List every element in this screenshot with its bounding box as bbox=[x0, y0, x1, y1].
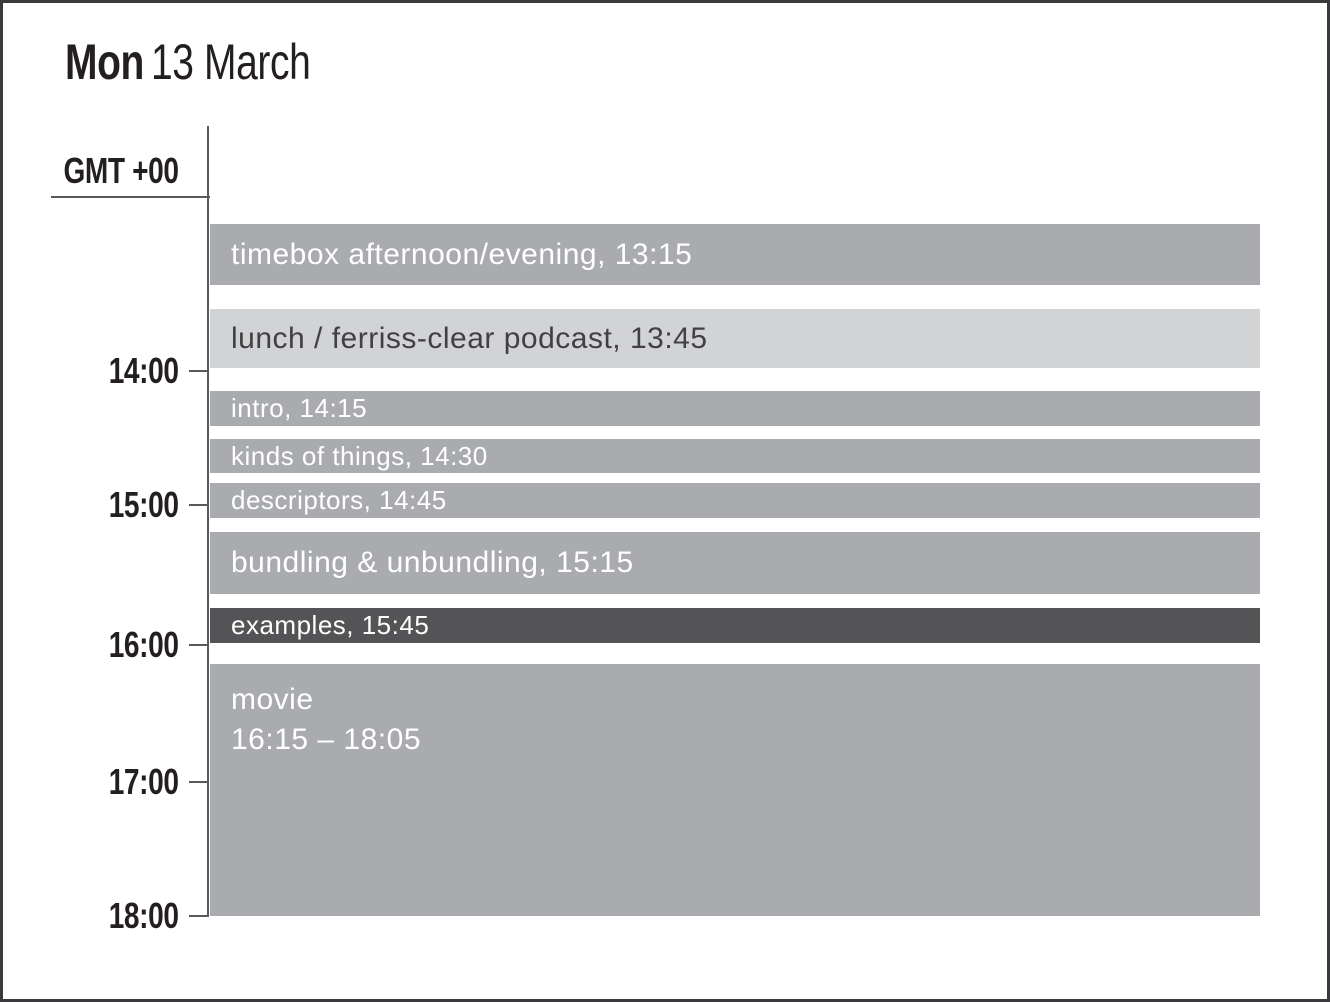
event-time-range: 16:15 – 18:05 bbox=[231, 723, 422, 756]
event-label: kinds of things, 14:30 bbox=[231, 440, 488, 471]
event-timebox-afternoon-evening[interactable]: timebox afternoon/evening, 13:15 bbox=[210, 224, 1260, 285]
event-label: descriptors, 14:45 bbox=[231, 485, 447, 515]
hour-label-16: 16:00 bbox=[109, 624, 179, 665]
event-title: movie bbox=[231, 683, 314, 716]
hour-label-18: 18:00 bbox=[109, 895, 179, 936]
hour-tick-18 bbox=[189, 915, 209, 917]
hour-tick-14 bbox=[189, 370, 209, 372]
hour-label-17: 17:00 bbox=[109, 761, 179, 802]
hour-label-14: 14:00 bbox=[109, 350, 179, 391]
title-day: Mon bbox=[65, 34, 144, 90]
event-bundling-unbundling[interactable]: bundling & unbundling, 15:15 bbox=[210, 532, 1260, 594]
event-label: lunch / ferriss-clear podcast, 13:45 bbox=[231, 321, 708, 355]
event-lunch-podcast[interactable]: lunch / ferriss-clear podcast, 13:45 bbox=[210, 309, 1260, 368]
page-title: Mon 13 March bbox=[65, 31, 380, 93]
event-kinds-of-things[interactable]: kinds of things, 14:30 bbox=[210, 439, 1260, 473]
hour-label-15: 15:00 bbox=[109, 484, 179, 525]
event-intro[interactable]: intro, 14:15 bbox=[210, 391, 1260, 426]
time-axis-line bbox=[207, 126, 209, 917]
event-examples[interactable]: examples, 15:45 bbox=[210, 608, 1260, 643]
event-label: examples, 15:45 bbox=[231, 610, 430, 640]
event-movie[interactable]: movie 16:15 – 18:05 bbox=[210, 664, 1260, 916]
event-label: bundling & unbundling, 15:15 bbox=[231, 546, 634, 579]
event-label: timebox afternoon/evening, 13:15 bbox=[231, 237, 693, 271]
timezone-label: GMT +00 bbox=[63, 150, 179, 191]
hour-tick-15 bbox=[189, 504, 209, 506]
event-descriptors[interactable]: descriptors, 14:45 bbox=[210, 483, 1260, 518]
timezone-underline bbox=[51, 196, 210, 198]
hour-tick-16 bbox=[189, 644, 209, 646]
hour-tick-17 bbox=[189, 781, 209, 783]
event-label: intro, 14:15 bbox=[231, 393, 368, 423]
title-date: 13 March bbox=[150, 34, 311, 90]
